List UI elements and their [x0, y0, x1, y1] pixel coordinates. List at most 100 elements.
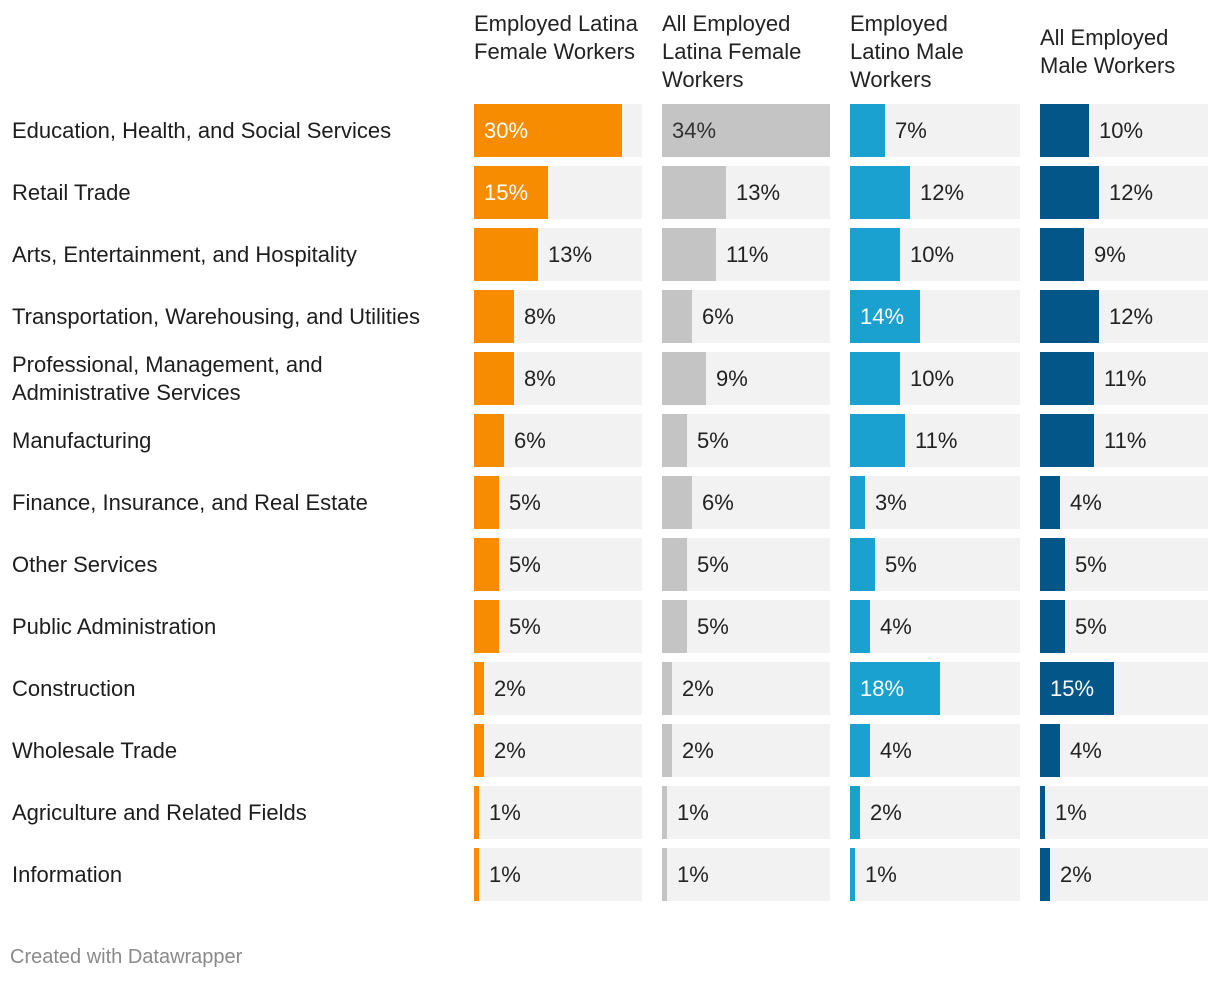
bar-track: 13%: [474, 228, 642, 281]
row-label: Manufacturing: [12, 427, 152, 453]
bar-track: 2%: [662, 662, 830, 715]
bar: [1040, 104, 1089, 157]
bar-track: 30%: [474, 104, 642, 157]
bar: [474, 476, 499, 529]
row-label: Arts, Entertainment, and Hospitality: [12, 241, 357, 267]
value-label: 8%: [524, 304, 556, 329]
bar: [474, 786, 479, 839]
bar: [662, 538, 687, 591]
row-label: Education, Health, and Social Services: [12, 117, 392, 143]
bar: [850, 414, 905, 467]
value-label: 1%: [489, 800, 521, 825]
bar: [662, 476, 692, 529]
value-label: 4%: [880, 738, 912, 763]
bar: [850, 476, 865, 529]
bar: [662, 166, 726, 219]
bar-track: 6%: [662, 476, 830, 529]
bar: [1040, 166, 1099, 219]
value-label: 34%: [672, 118, 717, 143]
bar: [850, 228, 900, 281]
value-label: 2%: [1060, 862, 1092, 887]
value-label: 30%: [484, 118, 529, 143]
bar: [474, 352, 514, 405]
bar-track: 1%: [1040, 786, 1208, 839]
bar: [850, 538, 875, 591]
value-label: 6%: [702, 304, 734, 329]
value-label: 5%: [509, 614, 541, 639]
bar-track: 1%: [474, 848, 642, 901]
value-label: 10%: [910, 366, 955, 391]
value-label: 6%: [514, 428, 546, 453]
bar: [1040, 352, 1094, 405]
value-label: 2%: [494, 676, 526, 701]
value-label: 5%: [697, 428, 729, 453]
bar-track: 9%: [662, 352, 830, 405]
bar-track: 8%: [474, 290, 642, 343]
bar-track: 10%: [1040, 104, 1208, 157]
bar: [850, 166, 910, 219]
bar: [850, 662, 940, 715]
value-label: 6%: [702, 490, 734, 515]
bar-track: 12%: [1040, 290, 1208, 343]
bar-track: 18%: [850, 662, 1020, 715]
value-label: 1%: [489, 862, 521, 887]
bar-track: 4%: [1040, 724, 1208, 777]
bar-track: 1%: [662, 786, 830, 839]
bar-track: 5%: [662, 600, 830, 653]
value-label: 5%: [509, 490, 541, 515]
value-label: 12%: [1109, 304, 1154, 329]
bar-track: 11%: [1040, 414, 1208, 467]
bar-track: 5%: [474, 600, 642, 653]
value-label: 2%: [682, 676, 714, 701]
bar-track: 5%: [1040, 600, 1208, 653]
bar: [850, 290, 920, 343]
value-label: 1%: [677, 800, 709, 825]
column-header-all-male: All Employed Male Workers: [1040, 25, 1176, 78]
value-label: 11%: [726, 242, 769, 267]
column-header-latina-female: Employed Latina Female Workers: [474, 11, 638, 64]
bar-track: 11%: [662, 228, 830, 281]
bar-track: 5%: [474, 538, 642, 591]
bar-track: 6%: [474, 414, 642, 467]
bar: [1040, 724, 1060, 777]
value-label: 11%: [1104, 366, 1147, 391]
bar: [662, 724, 672, 777]
bar-track: 8%: [474, 352, 642, 405]
bar: [850, 600, 870, 653]
bar: [1040, 290, 1099, 343]
row-label: Retail Trade: [12, 179, 131, 205]
bar: [474, 600, 499, 653]
bar: [662, 414, 687, 467]
bar-track: 9%: [1040, 228, 1208, 281]
bar: [1040, 848, 1050, 901]
value-label: 18%: [860, 676, 905, 701]
bar: [662, 600, 687, 653]
value-label: 2%: [870, 800, 902, 825]
bar: [850, 848, 855, 901]
bar-track: 11%: [1040, 352, 1208, 405]
bar: [662, 352, 706, 405]
value-label: 7%: [895, 118, 927, 143]
value-label: 5%: [509, 552, 541, 577]
bar: [1040, 476, 1060, 529]
bar-track: 10%: [850, 352, 1020, 405]
bar: [474, 166, 548, 219]
bar: [474, 228, 538, 281]
value-label: 15%: [1050, 676, 1095, 701]
bar-track: 2%: [1040, 848, 1208, 901]
value-label: 12%: [920, 180, 965, 205]
value-label: 13%: [736, 180, 781, 205]
value-label: 2%: [494, 738, 526, 763]
value-label: 11%: [1104, 428, 1147, 453]
bar: [474, 414, 504, 467]
bar-track: 12%: [850, 166, 1020, 219]
value-label: 5%: [697, 552, 729, 577]
bar: [1040, 600, 1065, 653]
bar: [662, 290, 692, 343]
value-label: 5%: [1075, 614, 1107, 639]
bar-track: 2%: [474, 724, 642, 777]
row-label: Wholesale Trade: [12, 737, 178, 763]
value-label: 8%: [524, 366, 556, 391]
value-label: 4%: [880, 614, 912, 639]
row-label: Information: [12, 861, 123, 887]
